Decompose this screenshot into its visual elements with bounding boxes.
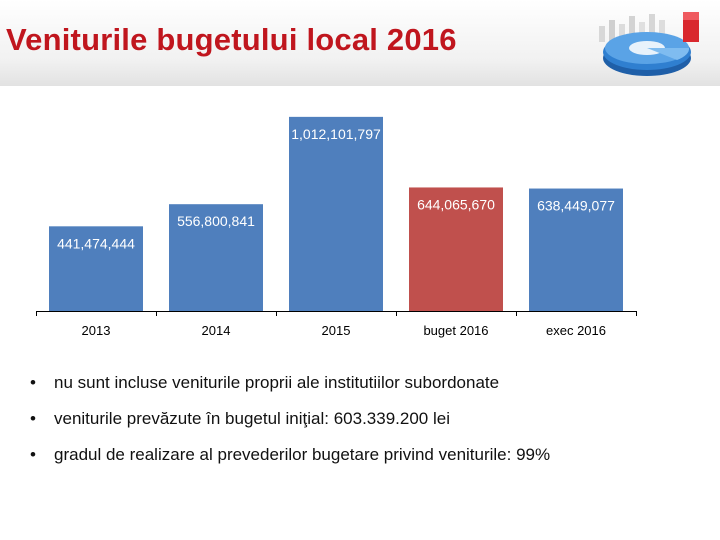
x-tick-label: 2014 [202, 323, 231, 338]
note-item: • nu sunt incluse veniturile proprii ale… [30, 372, 710, 394]
bullet-marker: • [30, 445, 36, 464]
note-text: nu sunt incluse veniturile proprii ale i… [54, 373, 500, 392]
bar-exec-2016 [529, 188, 623, 311]
x-tick-label: 2015 [322, 323, 351, 338]
bullet-marker: • [30, 409, 36, 428]
x-tick-label: exec 2016 [546, 323, 606, 338]
x-axis-labels: 2013 2014 2015 buget 2016 exec 2016 [82, 323, 606, 338]
header-bar: Veniturile bugetului local 2016 [0, 0, 720, 86]
note-text: gradul de realizare al prevederilor buge… [54, 445, 551, 464]
note-item: • gradul de realizare al prevederilor bu… [30, 444, 710, 466]
data-label: 441,474,444 [57, 235, 135, 251]
bar-2014 [169, 204, 263, 311]
revenue-bar-chart: 2013 2014 2015 buget 2016 exec 2016 441,474,… [36, 116, 637, 338]
page-title: Veniturile bugetului local 2016 [6, 22, 457, 57]
bar-buget-2016 [409, 187, 503, 311]
data-labels-group: 441,474,444 556,800,841 1,012,101,797 644,0… [57, 126, 615, 251]
bullet-marker: • [30, 373, 36, 392]
bar-2013 [49, 226, 143, 311]
bars-group [49, 116, 623, 311]
pie-chart-logo-icon [599, 12, 699, 76]
data-label: 1,012,101,797 [291, 126, 381, 142]
data-label: 644,065,670 [417, 196, 495, 212]
x-tick-label: buget 2016 [423, 323, 488, 338]
x-tick-label: 2013 [82, 323, 111, 338]
data-label: 556,800,841 [177, 213, 255, 229]
bar-2015 [289, 116, 383, 311]
data-label: 638,449,077 [537, 198, 615, 214]
x-axis-ticks [36, 311, 637, 316]
note-item: • veniturile prevăzute în bugetul iniţia… [30, 408, 710, 430]
notes-list: • nu sunt incluse veniturile proprii ale… [30, 372, 710, 480]
note-text: veniturile prevăzute în bugetul iniţial:… [54, 409, 450, 428]
header-background [0, 0, 720, 86]
